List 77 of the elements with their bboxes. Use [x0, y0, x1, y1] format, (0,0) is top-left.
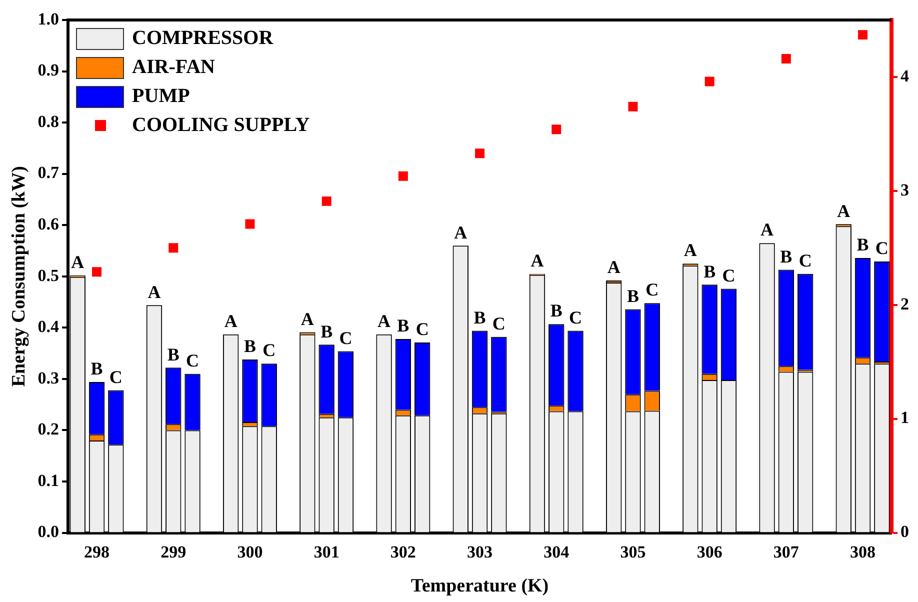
data-label: A [378, 311, 391, 332]
y-tick-label: 0.9 [38, 60, 60, 80]
y-axis-title: Energy Consumption (kW) [8, 166, 30, 387]
y-tick-label: 0.0 [38, 522, 60, 542]
y-tick-label: 1.0 [38, 9, 60, 28]
y-tick-label: 0.7 [38, 163, 60, 182]
y-tick-label: 0.3 [38, 368, 60, 388]
y-tick-label: 0.6 [38, 214, 60, 234]
point [398, 171, 408, 181]
y2-tick-label: 2 [900, 294, 909, 314]
x-tick-label: 306 [696, 542, 722, 562]
data-label: A [530, 250, 544, 270]
data-label: B [397, 316, 410, 336]
x-tick-label: 301 [314, 542, 340, 562]
y-tick-label: 0.2 [38, 420, 60, 439]
data-label: C [722, 265, 736, 286]
data-label: C [339, 328, 352, 348]
data-label: C [569, 307, 582, 328]
y2-tick-label: 4 [900, 66, 910, 86]
x-tick-label: 298 [84, 542, 110, 562]
data-label: A [71, 252, 84, 272]
data-label: C [109, 366, 122, 387]
x-tick-label: 304 [544, 542, 570, 562]
point [168, 243, 178, 253]
data-label: B [780, 246, 792, 266]
legend-label: PUMP [132, 84, 190, 109]
data-label: C [875, 238, 888, 258]
point [245, 219, 255, 229]
point [781, 54, 791, 64]
point [704, 76, 714, 86]
data-label: B [704, 261, 716, 282]
data-label: A [607, 257, 620, 278]
y-tick-label: 0.8 [38, 112, 60, 131]
data-label: A [684, 240, 697, 260]
point [475, 148, 485, 158]
data-label: A [760, 220, 774, 240]
data-label: A [148, 282, 161, 302]
data-label: C [798, 250, 812, 270]
x-tick-label: 299 [160, 542, 186, 562]
data-label: C [492, 314, 506, 334]
point [858, 30, 868, 40]
point [322, 196, 332, 206]
x-tick-label: 302 [390, 542, 416, 562]
y-tick-label: 0.5 [38, 266, 60, 285]
point [92, 267, 102, 277]
data-label: B [320, 321, 333, 342]
data-label: B [626, 286, 639, 306]
data-label: A [454, 222, 468, 242]
data-label: B [474, 307, 486, 328]
data-label: B [167, 344, 180, 364]
data-label: C [416, 319, 429, 340]
legend-label: COOLING SUPPLY [132, 113, 310, 138]
data-label: C [262, 340, 276, 360]
y2-tick-label: 1 [900, 408, 909, 428]
x-tick-label: 303 [467, 542, 493, 562]
data-label: C [186, 350, 200, 370]
data-label: B [856, 234, 869, 255]
legend-label: AIR-FAN [132, 55, 215, 80]
y2-tick-label: 3 [900, 180, 909, 200]
x-tick-label: 305 [620, 542, 646, 562]
y2-tick-label: 0 [900, 522, 909, 542]
point [628, 102, 638, 112]
y-tick-label: 0.1 [38, 470, 60, 490]
x-axis-title: Temperature (K) [410, 576, 549, 597]
data-label: A [224, 311, 238, 332]
x-tick-label: 300 [237, 542, 263, 562]
point [552, 124, 562, 134]
data-label: B [90, 358, 103, 379]
data-label: A [300, 308, 314, 329]
data-label: B [244, 336, 256, 356]
x-tick-label: 308 [850, 542, 876, 562]
data-label: A [837, 200, 850, 221]
data-label: B [550, 300, 562, 321]
legend-label: COMPRESSOR [132, 26, 274, 51]
data-label: C [646, 280, 659, 300]
y-tick-label: 0.4 [38, 317, 60, 336]
x-tick-label: 307 [773, 542, 800, 562]
